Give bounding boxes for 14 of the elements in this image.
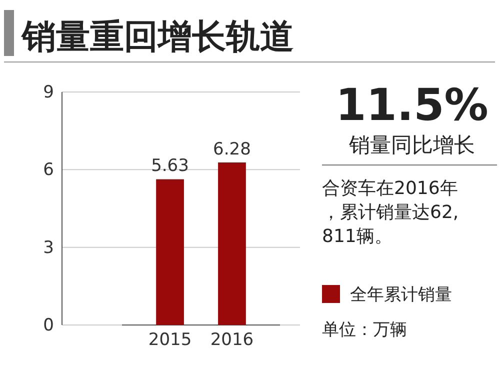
y-tick-label: 0 xyxy=(43,315,54,336)
x-tick-label: 2015 xyxy=(148,330,192,350)
x-tick-label: 2016 xyxy=(210,330,254,350)
data-label: 6.28 xyxy=(213,139,251,160)
chart-title: 销量重回增长轨道 xyxy=(20,17,294,57)
text: 销量同比增长 xyxy=(348,133,475,157)
legend-label: 全年累计销量 xyxy=(350,285,452,305)
y-tick-label: 3 xyxy=(43,238,54,258)
y-tick-label: 6 xyxy=(43,160,54,180)
text: 单位：万辆 xyxy=(322,320,407,340)
data-label: 5.63 xyxy=(151,156,189,176)
text: 11.5% xyxy=(336,80,488,131)
y-tick-label: 9 xyxy=(43,82,54,102)
text: 合资车在2016年，累计销量达62,811辆。 xyxy=(322,178,459,247)
